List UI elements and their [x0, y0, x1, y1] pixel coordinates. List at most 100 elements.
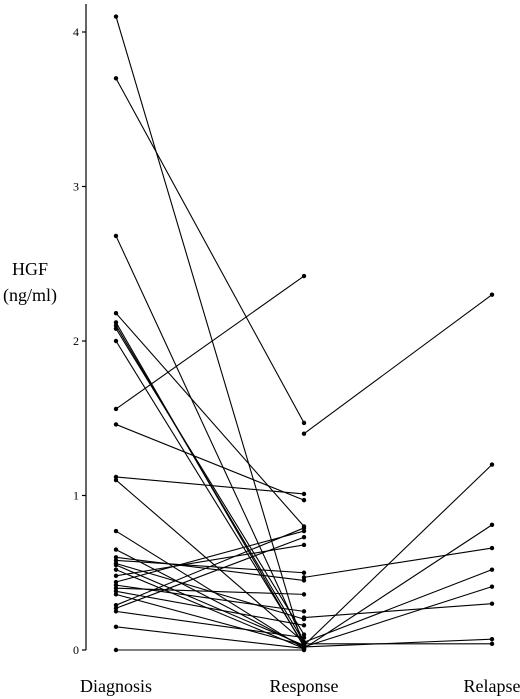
data-point-20-1: [113, 573, 119, 579]
series-line-34: [303, 547, 493, 578]
data-point-22-2: [301, 609, 307, 614]
data-point-13-1: [113, 528, 119, 534]
data-point-23-2: [301, 592, 307, 597]
data-point-5-1: [113, 320, 119, 325]
series-line-20: [115, 544, 305, 577]
data-point-11-2: [301, 491, 307, 497]
data-point-11-1: [113, 474, 119, 480]
data-point-10-2: [301, 497, 307, 503]
data-point-12-1: [113, 477, 119, 483]
data-points: [113, 14, 495, 653]
data-point-39-2: [489, 641, 495, 647]
series-line-32: [303, 464, 493, 646]
data-point-35-2: [489, 567, 495, 572]
series-line-25: [115, 593, 305, 646]
data-point-37-1: [301, 615, 307, 620]
data-point-31-1: [301, 431, 307, 436]
data-point-27-2: [301, 535, 307, 540]
data-point-39-1: [301, 641, 307, 647]
series-line-2: [115, 78, 305, 424]
x-category-label-response: Response: [270, 676, 339, 696]
data-point-28-1: [113, 609, 119, 614]
series-lines: [115, 16, 493, 651]
data-point-37-2: [489, 601, 495, 606]
data-point-21-2: [301, 528, 307, 534]
data-point-22-1: [113, 582, 119, 588]
y-tick-label-3: 3: [73, 180, 79, 194]
series-line-12: [115, 479, 305, 643]
series-line-28: [115, 610, 305, 639]
data-point-23-1: [113, 586, 119, 591]
data-point-38-1: [301, 644, 307, 650]
series-line-36: [303, 586, 493, 648]
data-point-15-2: [301, 578, 307, 583]
data-point-30-1: [113, 647, 119, 653]
data-point-36-2: [489, 584, 495, 589]
data-point-10-1: [113, 422, 119, 427]
data-point-1-1: [113, 14, 119, 19]
data-point-7-2: [301, 632, 307, 637]
y-tick-label-2: 2: [73, 334, 79, 348]
series-line-9: [115, 275, 305, 410]
y-axis-label-line-1: HGF: [11, 259, 48, 279]
series-line-31: [303, 294, 493, 435]
data-point-15-1: [113, 555, 119, 560]
series-line-8: [115, 340, 305, 646]
y-tick-label-1: 1: [73, 489, 79, 503]
data-point-2-2: [301, 420, 307, 426]
data-point-18-1: [113, 562, 119, 568]
series-line-7: [115, 328, 305, 635]
series-line-37: [303, 603, 493, 619]
y-tick-label-0: 0: [73, 643, 79, 657]
x-category-label-diagnosis: Diagnosis: [80, 676, 152, 696]
series-line-38: [303, 638, 493, 648]
data-point-27-1: [113, 606, 119, 611]
data-point-29-1: [113, 624, 119, 630]
y-tick-label-4: 4: [73, 25, 79, 39]
data-point-3-1: [113, 233, 119, 239]
series-line-6: [115, 325, 305, 643]
series-line-33: [303, 524, 493, 649]
data-point-28-2: [301, 635, 307, 640]
series-line-29: [115, 626, 305, 650]
series-line-19: [115, 569, 305, 649]
data-point-24-1: [113, 589, 119, 594]
data-point-16-2: [301, 570, 307, 575]
data-point-8-1: [113, 338, 119, 344]
x-category-label-relapse: Relapse: [464, 676, 520, 696]
data-point-2-1: [113, 76, 119, 81]
data-point-34-2: [489, 545, 495, 551]
data-point-38-2: [489, 636, 495, 642]
data-point-6-1: [113, 323, 119, 328]
data-point-9-1: [113, 406, 119, 412]
data-point-9-2: [301, 273, 307, 279]
data-point-7-1: [113, 326, 119, 331]
series-line-35: [303, 569, 493, 643]
data-point-26-1: [113, 602, 119, 608]
data-point-16-1: [113, 558, 119, 563]
series-line-26: [115, 527, 305, 606]
data-point-31-2: [489, 292, 495, 297]
data-point-14-1: [113, 547, 119, 552]
series-line-21: [115, 530, 305, 583]
data-point-33-2: [489, 522, 495, 528]
series-line-4: [115, 312, 305, 527]
series-line-23: [115, 587, 305, 595]
data-point-20-2: [301, 542, 307, 548]
series-line-3: [115, 235, 305, 643]
data-point-21-1: [113, 579, 119, 585]
series-line-13: [115, 530, 305, 649]
series-line-18: [115, 564, 305, 646]
data-point-25-1: [113, 592, 119, 597]
series-line-15: [115, 556, 305, 582]
data-point-24-2: [301, 623, 307, 628]
y-axis-label-line-2: (ng/ml): [3, 285, 57, 305]
series-line-11: [115, 476, 305, 495]
data-point-32-2: [489, 462, 495, 467]
data-point-4-1: [113, 310, 119, 316]
series-line-10: [115, 423, 305, 501]
data-point-26-2: [301, 525, 307, 531]
series-line-27: [115, 536, 305, 609]
series-line-1: [115, 16, 305, 651]
